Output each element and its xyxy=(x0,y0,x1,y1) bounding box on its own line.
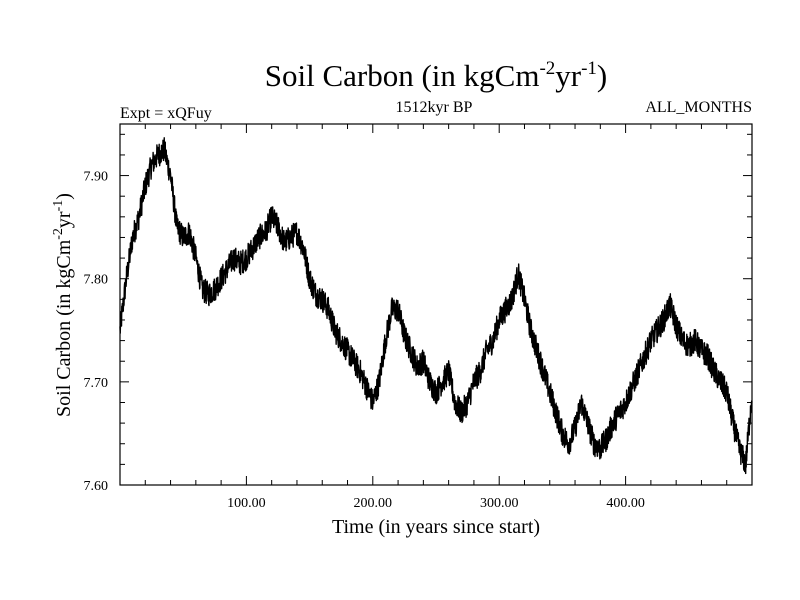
y-axis-label-mid: yr xyxy=(53,211,75,228)
y-tick-label: 7.70 xyxy=(84,376,109,391)
chart-title-sup1: -2 xyxy=(539,58,555,79)
subtitle-center: 1512kyr BP xyxy=(396,99,473,116)
y-axis-label-end: ) xyxy=(53,193,75,200)
chart-title-sup2: -1 xyxy=(581,58,597,79)
y-axis-label: Soil Carbon (in kgCm-2yr-1) xyxy=(51,193,75,417)
series-line-soil-carbon xyxy=(119,137,753,475)
plot-frame xyxy=(119,123,753,486)
y-axis-label-sup2: -1 xyxy=(51,200,66,212)
y-tick-label: 7.90 xyxy=(84,170,109,185)
axis-tick-labels: 100.00 200.00 300.00 400.00 7.60 7.70 7.80 7.90 xyxy=(84,170,645,511)
subtitle-left: Expt = xQFuy xyxy=(120,105,212,122)
x-tick-label: 100.00 xyxy=(227,496,266,511)
y-axis-label-sup1: -2 xyxy=(51,228,66,240)
y-axis-label-main: Soil Carbon (in kgCm xyxy=(53,239,75,417)
chart-title-main: Soil Carbon (in kgCm xyxy=(265,58,540,93)
chart-title-end: ) xyxy=(597,58,607,93)
x-tick-label: 200.00 xyxy=(354,496,393,511)
chart-title: Soil Carbon (in kgCm-2yr-1) xyxy=(265,58,608,93)
subtitle-right: ALL_MONTHS xyxy=(645,99,752,116)
axis-ticks xyxy=(120,124,752,485)
y-tick-label: 7.60 xyxy=(84,479,109,494)
chart-title-mid: yr xyxy=(555,58,582,93)
x-axis-label: Time (in years since start) xyxy=(332,516,540,538)
x-tick-label: 300.00 xyxy=(480,496,519,511)
x-tick-label: 400.00 xyxy=(606,496,645,511)
y-tick-label: 7.80 xyxy=(84,273,109,288)
